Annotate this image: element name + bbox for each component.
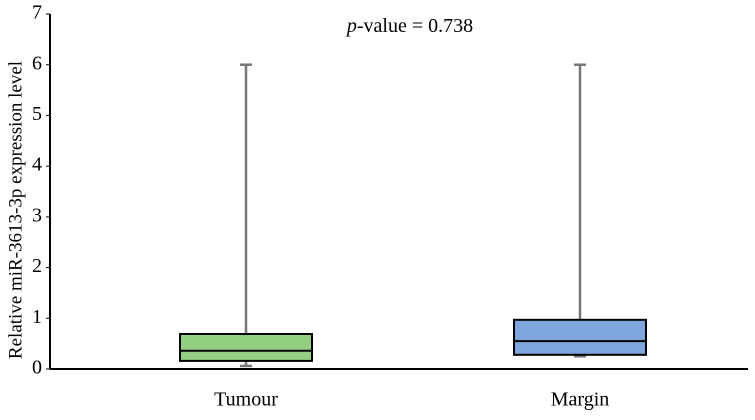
y-tick-label: 3 — [32, 204, 42, 226]
y-tick-label: 4 — [32, 154, 42, 176]
y-tick-label: 6 — [32, 52, 42, 74]
x-tick-label: Margin — [551, 389, 610, 411]
x-tick-label: Tumour — [214, 389, 278, 411]
y-tick-label: 2 — [32, 255, 42, 277]
y-tick-label: 5 — [32, 103, 42, 125]
y-axis-label: Relative miR-3613-3p expression level — [5, 61, 26, 359]
y-tick-label: 7 — [32, 2, 42, 24]
box — [179, 333, 313, 362]
annotation: p-value = 0.738 — [345, 15, 473, 37]
y-tick-label: 1 — [32, 306, 42, 328]
y-tick-label: 0 — [32, 357, 42, 379]
box — [513, 318, 647, 356]
